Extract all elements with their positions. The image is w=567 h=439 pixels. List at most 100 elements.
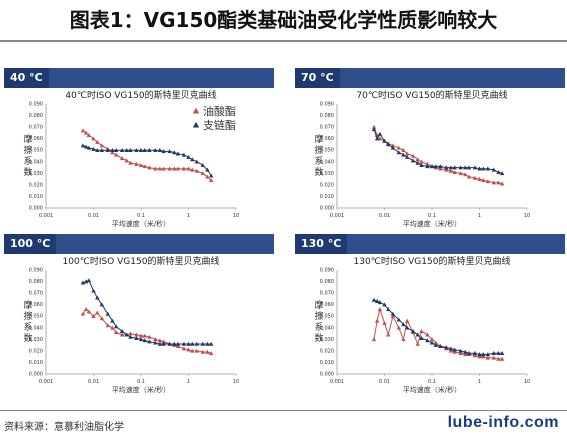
data-point — [448, 348, 454, 353]
data-point — [419, 159, 424, 164]
data-point — [99, 316, 105, 321]
data-point — [438, 344, 443, 349]
y-tick-label: 0.070 — [29, 291, 43, 297]
data-point — [485, 352, 491, 357]
data-point — [491, 167, 496, 172]
data-point — [99, 143, 105, 148]
x-tick-label: 0.1 — [428, 213, 436, 219]
data-point — [390, 145, 396, 150]
data-point — [124, 158, 129, 163]
data-point — [142, 148, 147, 152]
y-tick-label: 0.020 — [320, 182, 334, 188]
y-tick-label: 0.020 — [320, 348, 334, 354]
panel-40c: 40 °C 40℃时ISO VG150的斯特里贝克曲线 0.000 0.010 0.0… — [4, 68, 274, 238]
data-point — [147, 339, 152, 344]
data-point — [491, 355, 496, 360]
data-point — [496, 169, 501, 174]
panel-header: 70 °C — [295, 68, 565, 88]
series-line — [373, 126, 503, 185]
data-point — [410, 158, 416, 163]
x-axis-label: 平均速度（米/秒） — [112, 219, 170, 228]
y-tick-label: 0.080 — [29, 113, 43, 119]
x-axis-label: 平均速度（米/秒） — [403, 385, 461, 394]
x-tick-label: 0.1 — [137, 379, 145, 385]
data-point — [496, 356, 501, 361]
stribeck-chart-100c: 100℃时ISO VG150的斯特里贝克曲线 0.000 0.010 0.020 0.0… — [23, 255, 239, 394]
panel-header: 100 °C — [4, 234, 274, 254]
data-point — [433, 342, 438, 347]
data-point — [452, 165, 457, 170]
data-point — [110, 318, 115, 323]
temperature-tag: 130 °C — [295, 234, 348, 254]
data-point — [386, 307, 391, 312]
data-point — [499, 171, 505, 176]
data-point — [186, 341, 191, 346]
series-line — [82, 279, 212, 345]
y-tick-label: 0.020 — [29, 182, 43, 188]
series-line — [82, 308, 212, 354]
series-line — [373, 299, 503, 355]
source-note: 资料来源：意慕利油脂化学 — [4, 422, 124, 433]
data-point — [147, 148, 152, 152]
data-point — [386, 332, 391, 337]
data-point — [396, 145, 401, 150]
temperature-tag: 100 °C — [4, 234, 57, 254]
y-tick-label: 0.000 — [29, 372, 43, 378]
data-point — [147, 334, 152, 339]
y-tick-label: 0.010 — [29, 360, 43, 366]
data-point — [186, 347, 191, 352]
data-point — [481, 178, 486, 183]
data-point — [134, 148, 139, 152]
data-point — [194, 348, 200, 353]
data-point — [128, 331, 133, 336]
data-point — [167, 166, 172, 171]
x-axis-label: 平均速度（米/秒） — [403, 219, 461, 228]
data-point — [481, 166, 486, 171]
y-axis-label: 摩擦系数 — [314, 299, 323, 344]
data-point — [438, 166, 443, 171]
data-point — [377, 300, 383, 305]
data-point — [429, 337, 435, 342]
x-tick-label: 0.01 — [379, 213, 390, 219]
data-point — [382, 320, 387, 325]
data-point — [186, 166, 191, 171]
page-title: 图表1：VG150酯类基础油受化学性质影响较大 — [69, 8, 498, 32]
data-point — [377, 131, 383, 136]
y-tick-label: 0.020 — [29, 348, 43, 354]
y-tick-label: 0.080 — [320, 113, 334, 119]
data-point — [91, 146, 96, 151]
data-point — [419, 163, 424, 168]
data-point — [80, 311, 86, 316]
panel-header: 40 °C — [4, 68, 274, 88]
data-point — [371, 124, 377, 129]
x-tick-label: 0.001 — [39, 379, 53, 385]
x-tick-label: 0.01 — [88, 213, 99, 219]
data-point — [161, 166, 166, 171]
data-point — [477, 352, 482, 357]
data-point — [172, 150, 177, 155]
y-tick-label: 0.040 — [320, 325, 334, 331]
data-point — [463, 352, 468, 357]
data-point — [181, 341, 187, 346]
y-tick-label: 0.050 — [320, 148, 334, 154]
data-point — [448, 346, 454, 351]
data-point — [466, 174, 472, 179]
data-point — [86, 309, 92, 314]
x-tick-label: 0.01 — [379, 379, 390, 385]
data-point — [377, 136, 383, 141]
data-point — [425, 164, 430, 169]
data-point — [142, 338, 147, 343]
data-point — [200, 171, 205, 176]
data-point — [91, 314, 96, 318]
data-point — [86, 278, 92, 283]
data-point — [396, 317, 401, 322]
data-point — [181, 152, 187, 157]
data-point — [415, 160, 420, 165]
data-point — [477, 354, 482, 359]
y-tick-label: 0.000 — [320, 372, 334, 378]
data-point — [415, 332, 420, 337]
y-tick-label: 0.010 — [29, 194, 43, 200]
data-point — [181, 346, 187, 351]
data-point — [134, 161, 139, 166]
data-point — [205, 341, 210, 346]
